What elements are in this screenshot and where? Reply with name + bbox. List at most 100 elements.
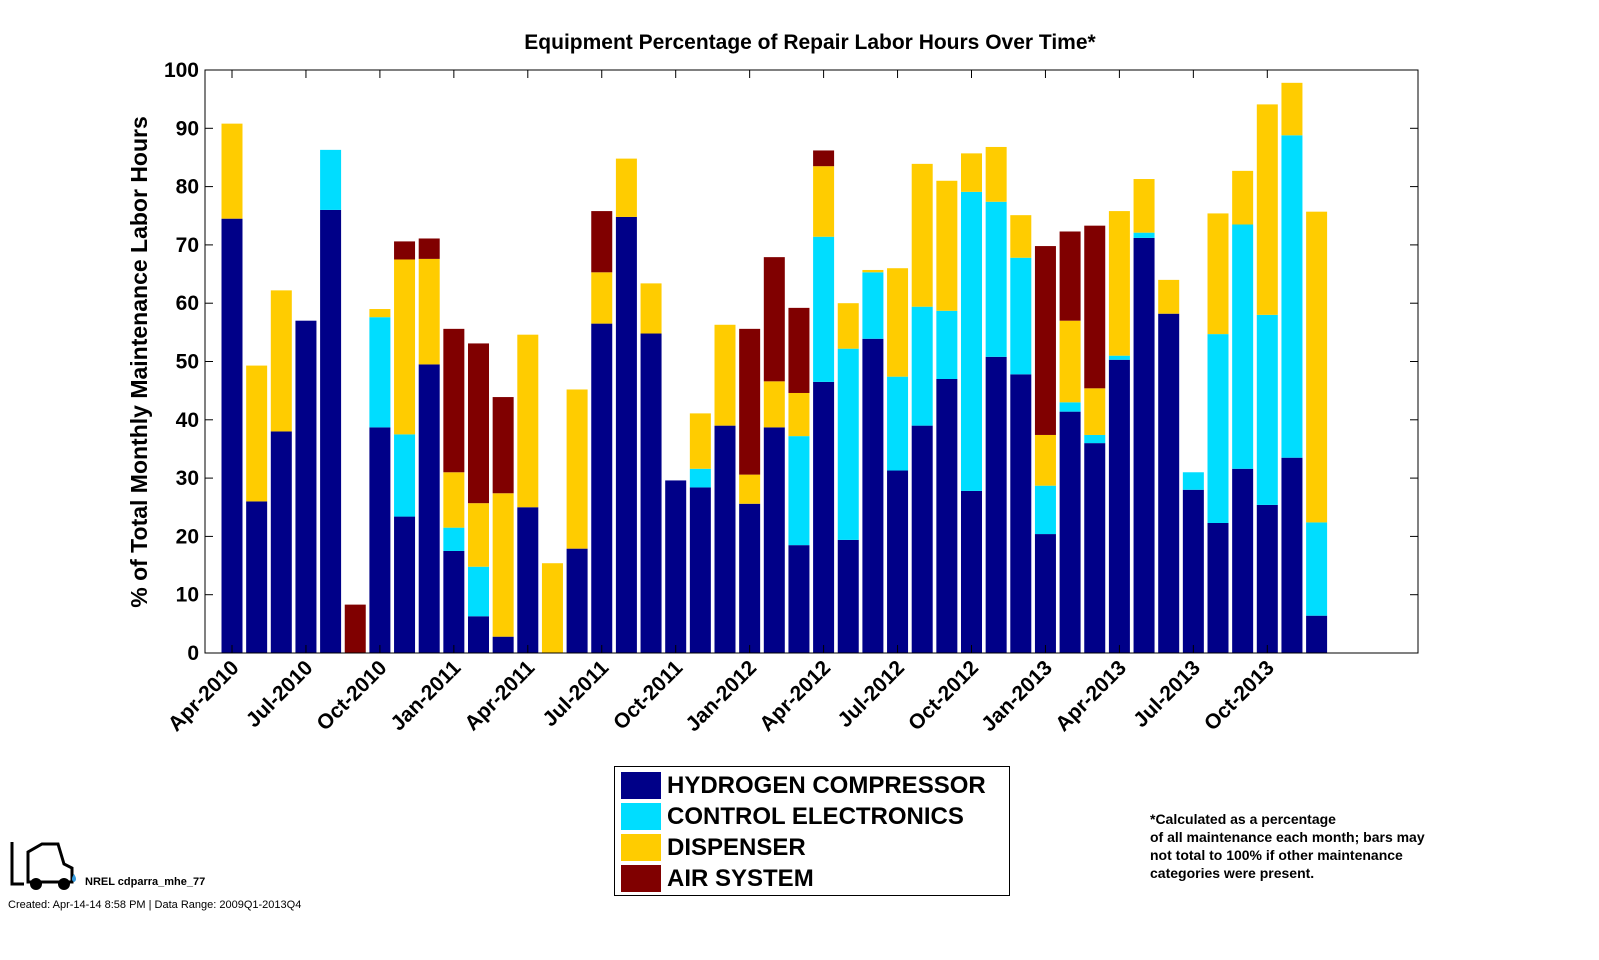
y-tick-label: 40 (176, 409, 199, 432)
bar-segment (985, 356, 1007, 653)
bar-segment (1207, 522, 1229, 653)
bar-segment (418, 258, 440, 365)
bar-segment (763, 427, 785, 653)
bar-segment (665, 480, 687, 653)
bar-segment (985, 146, 1007, 202)
bar-segment (443, 550, 465, 653)
bar-segment (837, 539, 859, 653)
x-tick-label: Jul-2010 (242, 656, 318, 732)
bar-segment (862, 269, 884, 273)
x-tick-label: Oct-2011 (609, 656, 687, 734)
bar-segment (1182, 489, 1204, 653)
bar-segment (566, 548, 588, 653)
bar-segment (936, 310, 958, 379)
bar-segment (468, 503, 489, 567)
bar-segment (591, 211, 613, 273)
bar-segment (813, 381, 835, 653)
bar-segment (1034, 485, 1056, 535)
y-tick-label: 70 (176, 234, 199, 257)
y-tick-label: 80 (176, 176, 199, 199)
bar-segment (714, 324, 736, 426)
bar-segment (418, 364, 440, 653)
bar-segment (394, 259, 416, 435)
bar-segment (862, 272, 884, 339)
x-tick-label: Apr-2011 (460, 656, 539, 735)
x-tick-label: Apr-2013 (1051, 656, 1131, 736)
x-tick-label: Apr-2010 (164, 656, 244, 736)
bar-segment (1034, 434, 1056, 486)
bar-segment (1158, 313, 1180, 653)
bar-segment (763, 257, 785, 382)
legend-label: CONTROL ELECTRONICS (667, 802, 964, 830)
bar-segment (443, 328, 465, 473)
bar-segment (492, 397, 514, 494)
bar-segment (492, 493, 514, 637)
y-tick-label: 20 (176, 525, 199, 548)
bar-segment (788, 307, 810, 393)
bar-segment (1059, 320, 1081, 403)
bar-segment (394, 516, 416, 653)
bar-segment (714, 425, 736, 653)
bar-segment (221, 123, 243, 219)
bar-segment (837, 348, 859, 540)
bar-segment (320, 209, 342, 654)
legend-item-air-system: AIR SYSTEM (621, 863, 1003, 894)
bar-segment (739, 474, 761, 504)
bar-segment (443, 527, 465, 551)
x-tick-label: Jan-2013 (977, 656, 1057, 736)
bar-segment (1232, 224, 1254, 469)
bar-segment (961, 153, 982, 192)
bar-segment (1084, 443, 1106, 653)
logo-text: NREL cdparra_mhe_77 (85, 876, 206, 888)
bar-segment (813, 166, 835, 237)
bar-segment (369, 317, 391, 428)
legend-label: HYDROGEN COMPRESSOR (667, 771, 986, 799)
y-tick-label: 100 (164, 59, 199, 82)
bar-segment (640, 333, 662, 653)
y-tick-label: 60 (176, 292, 199, 315)
bar-segment (320, 149, 342, 210)
bar-segment (615, 158, 637, 217)
bar-segment (788, 392, 810, 437)
bar-segment (985, 201, 1007, 357)
bar-segment (689, 487, 711, 653)
footnote-line: categories were present. (1150, 865, 1315, 881)
x-tick-label: Apr-2012 (755, 656, 835, 736)
bar-segment (1306, 615, 1328, 653)
y-tick-label: 10 (176, 584, 199, 607)
bar-segment (295, 320, 317, 653)
legend-item-hydrogen-compressor: HYDROGEN COMPRESSOR (621, 770, 1003, 801)
bar-segment (468, 343, 489, 504)
bar-segment (246, 501, 268, 653)
bar-segment (837, 303, 859, 349)
bar-segment (788, 436, 810, 546)
bar-segment (1281, 135, 1303, 458)
bar-segment (911, 306, 933, 426)
bar-segment (492, 636, 514, 653)
bar-segment (1281, 82, 1303, 136)
bar-segment (689, 468, 711, 488)
x-tick-label: Jul-2011 (538, 656, 613, 731)
bar-segment (1059, 402, 1081, 412)
bar-segment (1133, 179, 1155, 233)
bar-segment (813, 236, 835, 382)
bar-segment (1133, 237, 1155, 654)
bar-segment (344, 604, 366, 653)
bar-segment (936, 180, 958, 311)
legend: HYDROGEN COMPRESSOR CONTROL ELECTRONICS … (614, 766, 1010, 896)
bar-segment (887, 268, 909, 377)
bar-segment (1010, 374, 1032, 653)
bar-segment (936, 378, 958, 653)
bar-segment (1108, 211, 1130, 356)
chart-title: Equipment Percentage of Repair Labor Hou… (524, 31, 1096, 54)
bar-segment (1010, 215, 1032, 258)
bar-segment (1059, 231, 1081, 321)
forklift-icon (10, 842, 76, 890)
bar-segment (270, 290, 292, 432)
bar-segment (887, 376, 909, 471)
bar-segment (739, 328, 761, 475)
bar-segment (443, 472, 465, 528)
bar-segment (689, 413, 711, 469)
bar-segment (1034, 534, 1056, 653)
footnote-line: of all maintenance each month; bars may (1150, 829, 1425, 845)
